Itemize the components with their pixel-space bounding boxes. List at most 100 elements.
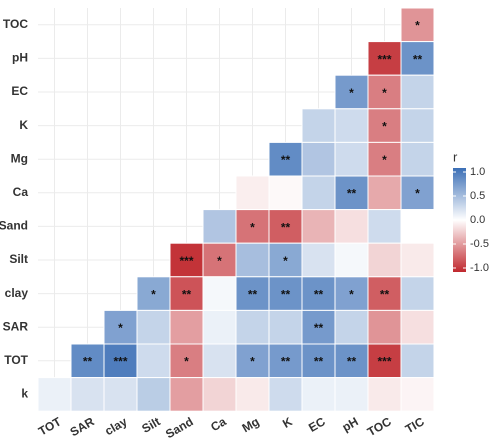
heatmap-cell — [334, 108, 369, 143]
significance-label: * — [217, 254, 222, 268]
significance-label: *** — [179, 254, 193, 268]
heatmap-cell — [301, 309, 336, 345]
y-tick-label: EC — [11, 84, 28, 98]
significance-label: * — [184, 355, 189, 369]
heatmap-cell — [334, 175, 369, 211]
x-tick-label: clay — [102, 414, 130, 438]
heatmap-cell — [400, 242, 435, 278]
heatmap-cell — [103, 377, 138, 412]
x-tick-label: pH — [340, 414, 361, 434]
colorbar-tick-label: -1.0 — [470, 262, 489, 274]
colorbar-tick-label: -0.5 — [470, 238, 489, 250]
heatmap-cell — [301, 242, 336, 278]
significance-label: *** — [113, 355, 127, 369]
heatmap-cell — [235, 309, 270, 345]
heatmap-cell — [301, 209, 336, 244]
y-tick-label: Ca — [13, 185, 29, 199]
heatmap-cell — [334, 377, 369, 412]
x-tick-label: Ca — [208, 414, 229, 434]
heatmap-cell — [70, 377, 105, 412]
heatmap-cell — [301, 276, 336, 311]
significance-label: ** — [182, 287, 192, 301]
significance-label: ** — [281, 287, 291, 301]
heatmap-cell — [169, 309, 204, 345]
significance-label: * — [250, 355, 255, 369]
heatmap-cell — [268, 276, 303, 311]
x-tick-label: K — [280, 414, 295, 431]
y-tick-label: Sand — [0, 219, 28, 233]
y-tick-label: TOC — [3, 17, 28, 31]
significance-label: *** — [377, 52, 391, 66]
significance-label: * — [415, 187, 420, 201]
x-tick-label: Silt — [139, 414, 162, 435]
heatmap-cell — [301, 175, 336, 211]
significance-label: ** — [347, 355, 357, 369]
heatmap-cell — [334, 242, 369, 278]
heatmap-cell — [367, 377, 402, 412]
significance-label: ** — [281, 355, 291, 369]
significance-label: ** — [281, 153, 291, 167]
heatmap-cell — [367, 343, 402, 379]
x-tick-label: TOC — [365, 414, 394, 439]
heatmap-cell — [400, 377, 435, 412]
heatmap-cell — [367, 209, 402, 244]
heatmap-cell — [268, 377, 303, 412]
heatmap-cell — [136, 309, 171, 345]
heatmap-cell — [202, 242, 237, 278]
x-tick-label: TOT — [36, 414, 64, 438]
x-tick-label: Sand — [163, 414, 195, 441]
heatmap-cell — [202, 209, 237, 244]
heatmap-cell — [235, 276, 270, 311]
y-tick-label: K — [19, 118, 28, 132]
y-tick-label: Mg — [11, 151, 28, 165]
significance-label: * — [250, 220, 255, 234]
significance-label: ** — [314, 321, 324, 335]
heatmap-cell — [367, 41, 402, 76]
significance-label: ** — [314, 287, 324, 301]
heatmap-cell — [235, 175, 270, 211]
significance-label: ** — [314, 355, 324, 369]
heatmap-cell — [367, 309, 402, 345]
heatmap-cell — [202, 276, 237, 311]
x-tick-label: TIC — [403, 414, 427, 436]
heatmap-cell — [136, 276, 171, 311]
heatmap-cell — [202, 309, 237, 345]
heatmap-cell — [400, 276, 435, 311]
heatmap-cell — [400, 141, 435, 177]
colorbar — [453, 168, 466, 272]
significance-label: ** — [380, 287, 390, 301]
heatmap-cell — [301, 377, 336, 412]
heatmap-cell — [367, 242, 402, 278]
significance-label: ** — [413, 52, 423, 66]
significance-label: * — [349, 86, 354, 100]
heatmap-cell — [400, 41, 435, 76]
x-tick-label: EC — [306, 414, 328, 435]
heatmap-cell — [268, 209, 303, 244]
heatmap-cell — [301, 141, 336, 177]
y-tick-label: clay — [5, 286, 29, 300]
heatmap-cell — [334, 309, 369, 345]
significance-label: * — [382, 86, 387, 100]
significance-label: ** — [347, 187, 357, 201]
heatmap-cell — [400, 343, 435, 379]
heatmap-cell — [235, 377, 270, 412]
heatmap-cell — [169, 276, 204, 311]
significance-label: ** — [281, 220, 291, 234]
heatmap-cell — [334, 276, 369, 311]
y-tick-label: k — [21, 387, 28, 401]
significance-label: * — [415, 19, 420, 33]
significance-label: ** — [248, 287, 258, 301]
heatmap-cell — [202, 343, 237, 379]
heatmap-cell — [268, 309, 303, 345]
heatmap-cell — [367, 141, 402, 177]
heatmap-cell — [169, 377, 204, 412]
heatmap-cell — [334, 209, 369, 244]
heatmap-cell — [268, 175, 303, 211]
heatmap-cell — [400, 175, 435, 211]
colorbar-tick-label: 0.5 — [470, 190, 485, 202]
significance-label: * — [382, 119, 387, 133]
colorbar-tick-label: 1.0 — [470, 166, 485, 178]
x-tick-label: SAR — [68, 414, 97, 439]
significance-label: *** — [377, 355, 391, 369]
